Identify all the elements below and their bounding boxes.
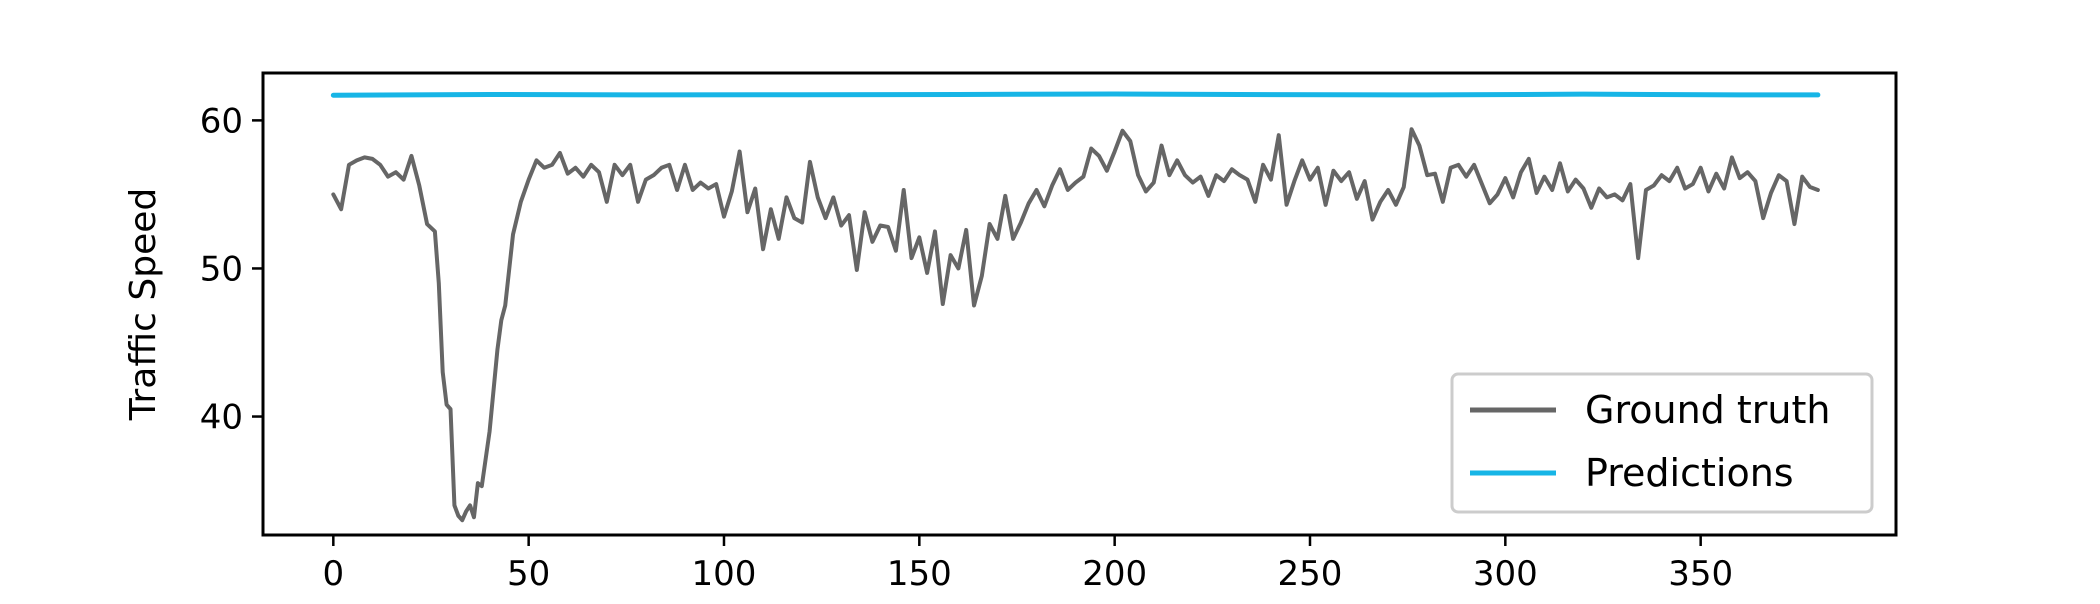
x-tick-label: 100 <box>692 554 757 594</box>
series-line-ground-truth <box>331 127 1820 523</box>
y-axis-label: Traffic Speed <box>123 188 164 421</box>
legend-label-predictions: Predictions <box>1585 451 1794 495</box>
y-tick-label: 60 <box>200 101 243 141</box>
legend: Ground truth Predictions <box>1450 372 1874 514</box>
legend-box <box>1450 372 1874 514</box>
x-tick-label: 50 <box>507 554 550 594</box>
x-tick-label: 350 <box>1668 554 1733 594</box>
y-tick-label: 40 <box>200 398 243 438</box>
series-line-predictions <box>330 91 1821 98</box>
plot-layer <box>330 91 1821 523</box>
x-tick-label: 0 <box>323 554 345 594</box>
ticks-layer: 0 50 100 150 200 250 300 350 40 50 60 <box>200 101 1733 594</box>
legend-label-ground-truth: Ground truth <box>1585 388 1830 432</box>
x-tick-label: 150 <box>887 554 952 594</box>
x-tick-label: 200 <box>1082 554 1147 594</box>
x-tick-label: 250 <box>1278 554 1343 594</box>
y-tick-label: 50 <box>200 249 243 289</box>
x-tick-label: 300 <box>1473 554 1538 594</box>
plot-frame <box>261 71 1898 537</box>
